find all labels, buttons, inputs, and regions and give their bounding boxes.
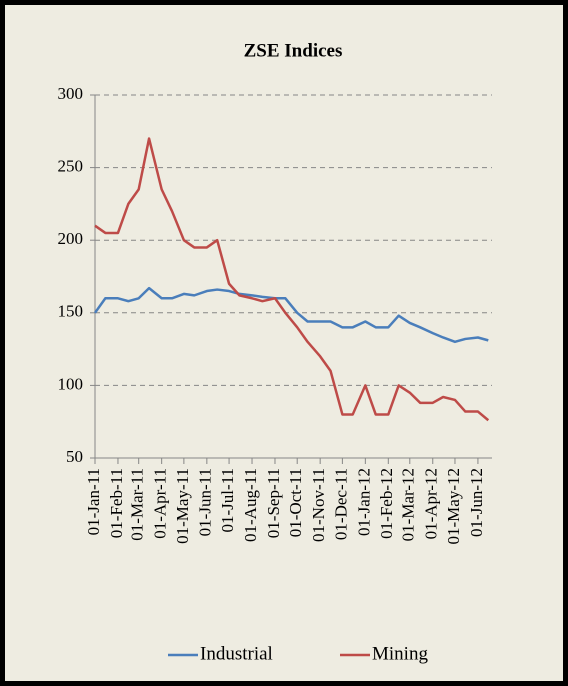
x-tick-label: 01-Apr-12 (422, 468, 441, 539)
y-tick-label: 150 (58, 302, 84, 321)
series-line (94, 137, 490, 422)
chart-title: ZSE Indices (244, 40, 343, 61)
y-tick-label: 50 (66, 447, 83, 466)
x-tick-label: 01-Aug-11 (241, 468, 260, 542)
x-tick-label: 01-Jun-11 (196, 468, 215, 536)
x-tick-label: 01-Feb-11 (107, 468, 126, 538)
x-tick-label: 01-Sep-11 (264, 468, 283, 538)
x-tick-label: 01-Apr-11 (151, 468, 170, 539)
y-tick-label: 250 (58, 157, 84, 176)
x-tick-label: 01-Jun-12 (467, 468, 486, 537)
x-tick-label: 01-Oct-11 (286, 468, 305, 537)
x-tick-label: 01-May-12 (444, 468, 463, 544)
x-tick-label: 01-Mar-11 (128, 468, 147, 541)
x-tick-label: 01-Jan-11 (84, 468, 103, 535)
x-tick-label: 01-Mar-12 (399, 468, 418, 541)
y-tick-label: 300 (58, 84, 84, 103)
x-tick-label: 01-Dec-11 (331, 468, 350, 540)
y-tick-label: 200 (58, 229, 84, 248)
x-tick-label: 01-May-11 (173, 468, 192, 544)
x-tick-label: 01-Jul-11 (218, 468, 237, 533)
y-tick-label: 100 (58, 374, 84, 393)
legend-label: Industrial (200, 643, 273, 664)
series-line (93, 286, 489, 344)
x-tick-label: 01-Jan-12 (354, 468, 373, 536)
legend-label: Mining (372, 643, 428, 664)
x-tick-label: 01-Nov-11 (309, 468, 328, 542)
x-tick-label: 01-Feb-12 (377, 468, 396, 539)
